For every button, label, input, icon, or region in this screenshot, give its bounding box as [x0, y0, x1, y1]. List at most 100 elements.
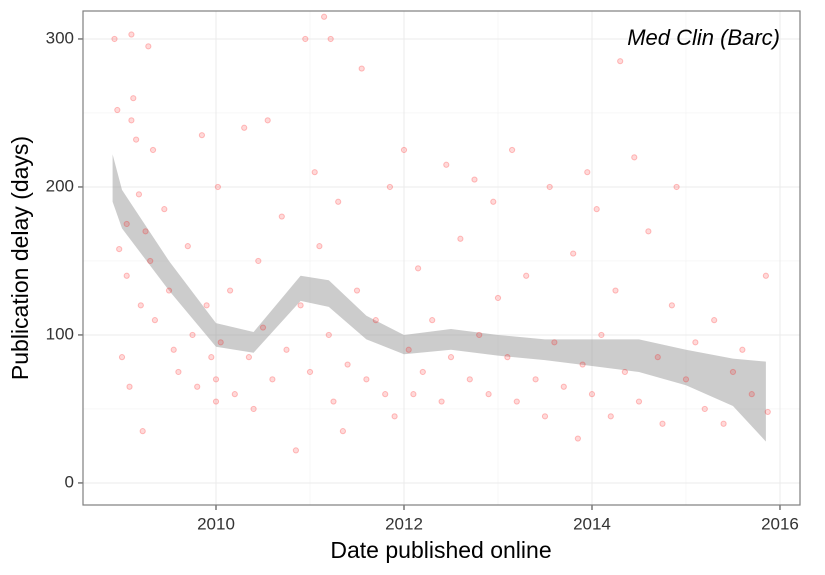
point: [149, 146, 157, 154]
x-axis-title: Date published online: [330, 537, 551, 563]
point: [607, 413, 614, 420]
point: [739, 346, 746, 353]
point: [128, 31, 135, 38]
point: [447, 354, 455, 361]
point: [170, 346, 177, 353]
point: [457, 235, 464, 242]
point: [504, 354, 511, 361]
point: [111, 35, 118, 43]
point: [194, 383, 201, 390]
point: [137, 302, 144, 309]
y-axis-title: Publication delay (days): [7, 136, 33, 380]
point: [541, 413, 549, 420]
point: [598, 331, 605, 339]
point: [133, 136, 140, 143]
annotation: Med Clin (Barc): [627, 25, 780, 50]
y-tick-label: 300: [46, 28, 74, 47]
point: [654, 354, 661, 361]
point: [363, 376, 370, 383]
point: [325, 331, 332, 339]
point: [513, 398, 520, 405]
point: [283, 346, 290, 353]
point: [114, 106, 121, 114]
point: [165, 287, 173, 294]
point: [245, 354, 253, 361]
point: [250, 405, 257, 413]
point: [673, 183, 680, 191]
point: [353, 287, 361, 294]
point: [278, 213, 285, 220]
point: [400, 146, 408, 154]
point: [466, 376, 473, 383]
point: [429, 317, 436, 324]
point: [621, 368, 628, 376]
point: [532, 376, 539, 383]
point: [142, 228, 149, 235]
point: [471, 176, 478, 183]
point: [701, 405, 708, 413]
point: [546, 183, 553, 191]
point: [212, 376, 220, 383]
point: [123, 272, 130, 279]
point: [635, 398, 643, 405]
point: [720, 420, 727, 427]
point: [311, 169, 318, 176]
point: [123, 220, 130, 228]
point: [184, 243, 191, 250]
point: [748, 391, 755, 398]
point: [214, 183, 221, 191]
point: [358, 65, 365, 72]
point: [330, 398, 337, 405]
point: [668, 302, 675, 309]
point: [419, 368, 426, 376]
point: [227, 287, 234, 294]
x-tick-label: 2016: [761, 514, 799, 533]
point: [508, 146, 516, 154]
point: [682, 376, 690, 383]
point: [711, 317, 718, 324]
point: [217, 339, 224, 346]
point: [584, 169, 591, 176]
point: [391, 413, 398, 420]
point: [764, 408, 771, 416]
point: [574, 435, 581, 442]
point: [372, 317, 379, 324]
point: [203, 302, 210, 309]
point: [612, 287, 619, 294]
point: [410, 391, 417, 398]
point: [339, 428, 346, 435]
point: [588, 391, 596, 398]
point: [130, 95, 137, 102]
point: [231, 391, 238, 398]
point: [189, 331, 196, 339]
point: [335, 198, 342, 205]
point: [570, 250, 577, 257]
panel-border: [82, 10, 801, 506]
point: [443, 161, 450, 168]
point: [147, 257, 154, 265]
point: [161, 206, 168, 213]
point: [292, 447, 300, 454]
point: [494, 294, 502, 302]
point: [320, 13, 328, 20]
point: [551, 339, 558, 346]
point: [617, 58, 624, 65]
point: [631, 154, 638, 161]
point: [212, 398, 220, 405]
point: [128, 117, 135, 124]
point: [316, 243, 323, 250]
x-tick-label: 2010: [197, 514, 235, 533]
point: [729, 368, 737, 376]
point: [476, 331, 483, 339]
point: [485, 391, 492, 398]
point: [259, 324, 267, 331]
point: [126, 383, 133, 390]
point: [175, 368, 182, 376]
point: [382, 391, 389, 398]
point: [198, 132, 206, 139]
point: [762, 272, 769, 279]
point: [438, 398, 445, 405]
x-tick-label: 2014: [573, 514, 611, 533]
